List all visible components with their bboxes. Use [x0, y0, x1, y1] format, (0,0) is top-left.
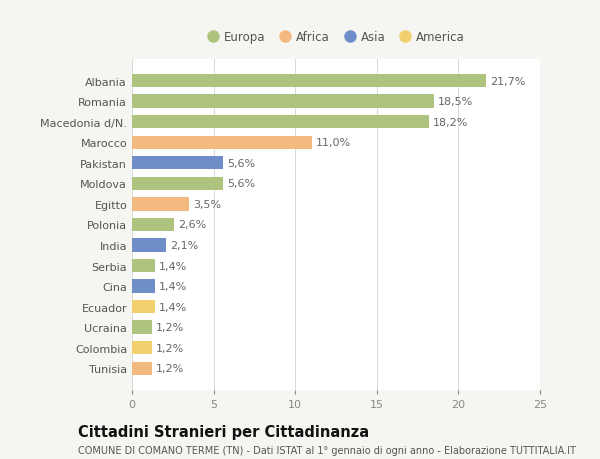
Text: 1,2%: 1,2% — [155, 323, 184, 332]
Bar — [132, 362, 152, 375]
Legend: Europa, Africa, Asia, America: Europa, Africa, Asia, America — [203, 26, 469, 48]
Text: 2,6%: 2,6% — [179, 220, 207, 230]
Bar — [132, 341, 152, 355]
Text: COMUNE DI COMANO TERME (TN) - Dati ISTAT al 1° gennaio di ogni anno - Elaborazio: COMUNE DI COMANO TERME (TN) - Dati ISTAT… — [78, 445, 576, 455]
Text: 3,5%: 3,5% — [193, 199, 221, 209]
Text: 11,0%: 11,0% — [316, 138, 351, 148]
Bar — [132, 116, 429, 129]
Bar — [132, 280, 155, 293]
Text: Cittadini Stranieri per Cittadinanza: Cittadini Stranieri per Cittadinanza — [78, 425, 369, 440]
Text: 1,4%: 1,4% — [159, 302, 187, 312]
Bar — [132, 177, 223, 190]
Text: 1,4%: 1,4% — [159, 281, 187, 291]
Text: 5,6%: 5,6% — [227, 158, 256, 168]
Bar — [132, 157, 223, 170]
Bar — [132, 75, 486, 88]
Bar — [132, 239, 166, 252]
Text: 21,7%: 21,7% — [490, 76, 526, 86]
Bar — [132, 198, 189, 211]
Bar — [132, 95, 434, 108]
Text: 1,4%: 1,4% — [159, 261, 187, 271]
Text: 18,5%: 18,5% — [438, 97, 473, 107]
Text: 1,2%: 1,2% — [155, 364, 184, 374]
Text: 5,6%: 5,6% — [227, 179, 256, 189]
Text: 2,1%: 2,1% — [170, 241, 199, 251]
Bar — [132, 218, 175, 232]
Bar — [132, 259, 155, 273]
Bar — [132, 321, 152, 334]
Bar — [132, 136, 311, 150]
Text: 1,2%: 1,2% — [155, 343, 184, 353]
Text: 18,2%: 18,2% — [433, 118, 469, 127]
Bar — [132, 300, 155, 313]
